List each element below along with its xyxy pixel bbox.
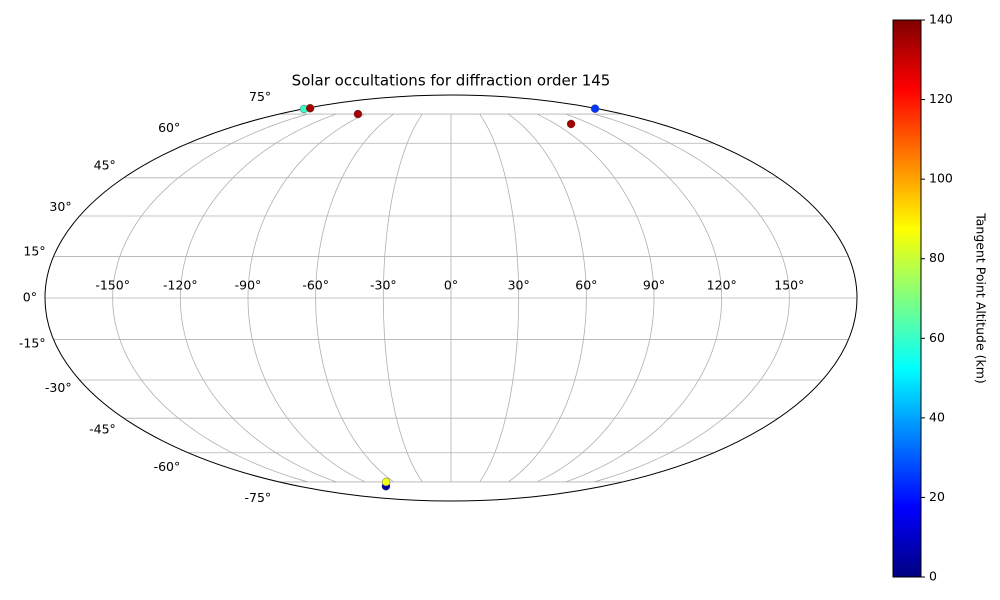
colorbar-tick-label: 20 xyxy=(929,489,945,504)
colorbar-tick-label: 120 xyxy=(929,91,953,106)
x-tick-label: 0° xyxy=(444,278,458,293)
point xyxy=(381,477,391,487)
grid-line xyxy=(536,113,655,483)
grid-line xyxy=(112,113,308,483)
x-tick-label: -90° xyxy=(235,278,262,293)
y-tick-label: -15° xyxy=(19,335,46,350)
chart-title: Solar occultations for diffraction order… xyxy=(292,72,611,90)
y-tick-label: 0° xyxy=(23,290,37,305)
y-tick-label: 30° xyxy=(49,199,71,214)
grid-line xyxy=(594,113,790,483)
y-tick-label: -30° xyxy=(45,380,72,395)
grid-line xyxy=(247,113,366,483)
grid-line xyxy=(315,113,394,483)
y-tick-label: -45° xyxy=(89,422,116,437)
colorbar xyxy=(892,19,922,578)
x-tick-label: -30° xyxy=(370,278,397,293)
point xyxy=(353,109,363,119)
point xyxy=(305,103,315,113)
colorbar-tick-label: 0 xyxy=(929,569,937,584)
x-tick-label: 90° xyxy=(643,278,665,293)
x-tick-label: 60° xyxy=(575,278,597,293)
colorbar-tick-label: 140 xyxy=(929,12,953,27)
x-tick-label: -120° xyxy=(163,278,198,293)
colorbar-tick-label: 80 xyxy=(929,250,945,265)
x-tick-label: 120° xyxy=(707,278,737,293)
grid-line xyxy=(479,113,520,483)
y-tick-label: -60° xyxy=(154,459,181,474)
x-tick-label: 150° xyxy=(774,278,804,293)
map-boundary xyxy=(44,94,858,502)
y-tick-label: 75° xyxy=(249,89,271,104)
x-tick-label: -60° xyxy=(302,278,329,293)
grid-line xyxy=(565,113,723,483)
colorbar-tick-label: 100 xyxy=(929,171,953,186)
x-tick-label: -150° xyxy=(95,278,130,293)
y-tick-label: 15° xyxy=(23,244,45,259)
y-tick-label: 60° xyxy=(158,120,180,135)
grid-line xyxy=(508,113,587,483)
colorbar-label: Tangent Point Altitude (km) xyxy=(974,212,989,384)
point xyxy=(566,119,576,129)
grid-line xyxy=(382,113,423,483)
colorbar-tick-label: 40 xyxy=(929,409,945,424)
colorbar-tick-label: 60 xyxy=(929,330,945,345)
y-tick-label: 45° xyxy=(94,157,116,172)
x-tick-label: 30° xyxy=(508,278,530,293)
point xyxy=(590,104,600,113)
grid-line xyxy=(179,113,337,483)
y-tick-label: -75° xyxy=(245,490,272,505)
